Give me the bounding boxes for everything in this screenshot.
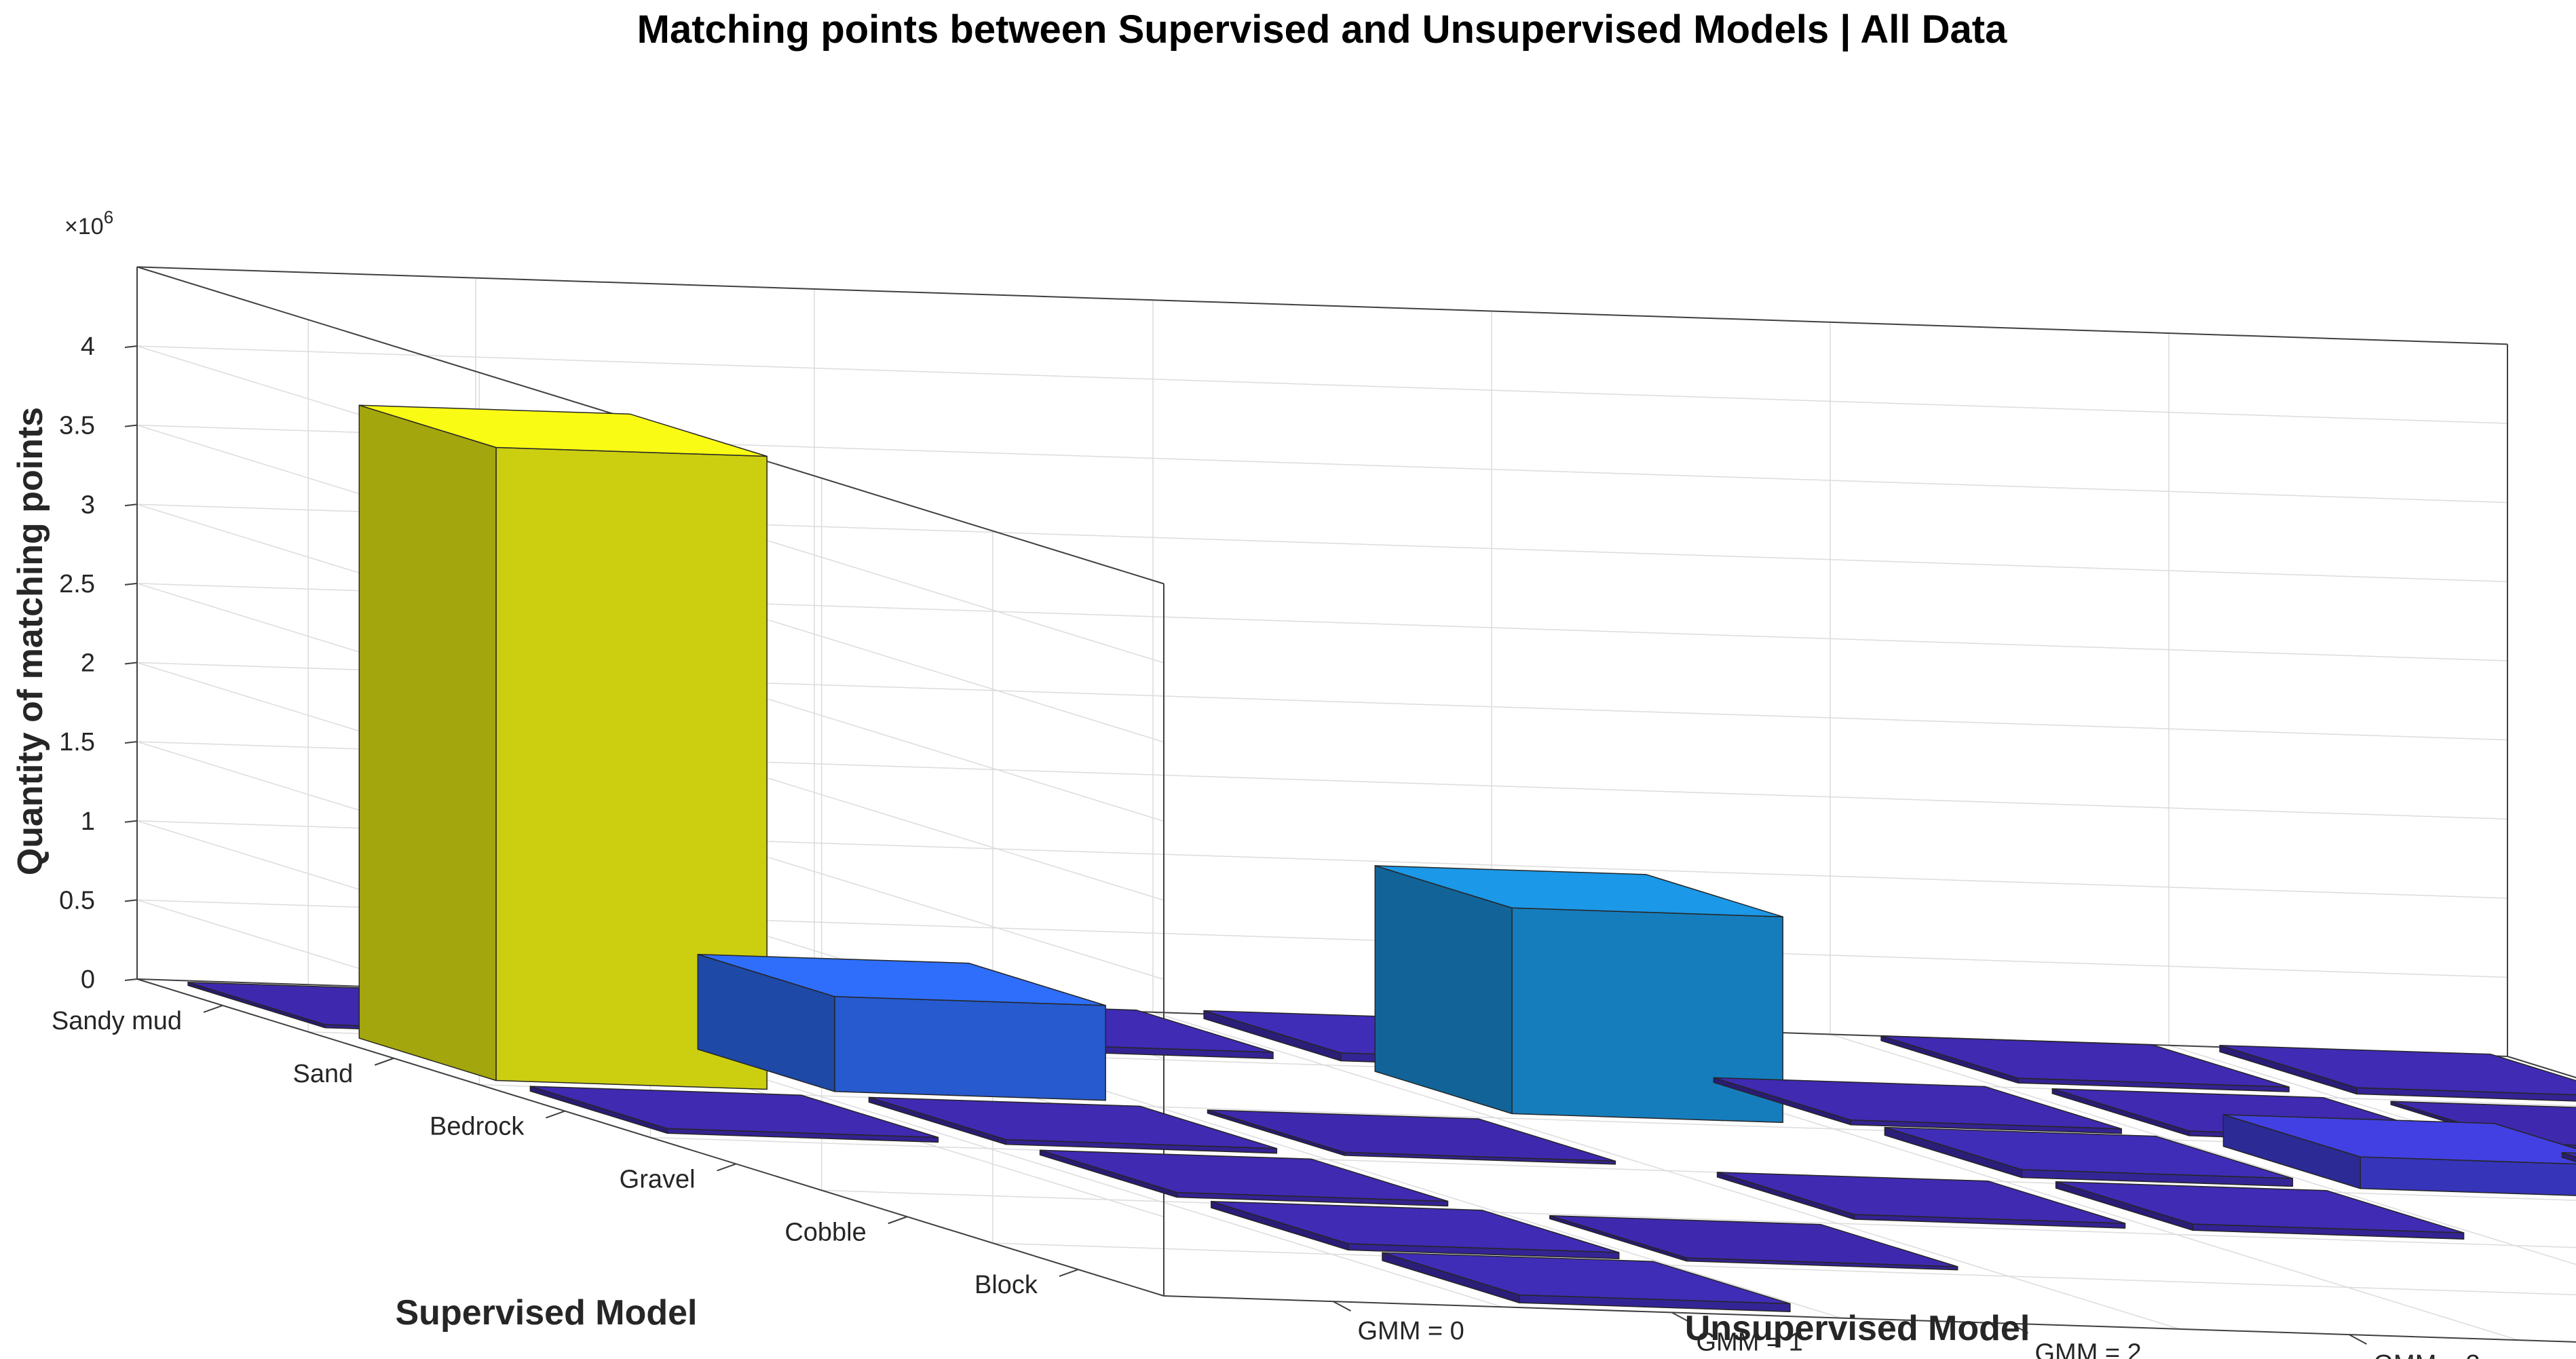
z-tick-mark [124,662,138,665]
axes-box-edge [2507,1056,2576,1079]
grid-line-floor [2507,1056,2576,1078]
z-tick-mark [124,582,138,586]
bar-face-top [2219,1045,2576,1096]
x-tick-label: GMM = 3 [2374,1350,2480,1359]
bar-face-top [1713,1077,2122,1130]
bar-face-top [697,953,1106,1006]
bar-face-top [2222,1114,2576,1165]
bar-block-gmm-1 [1382,1252,1791,1312]
bar-face-top [2561,1152,2576,1157]
bar-cobble-gmm-1 [1211,1200,1620,1260]
x-axis-title: Unsupervised Model [1685,1309,2030,1348]
z-tick-label: 3 [81,491,95,519]
bar-bedrock-gmm-5 [2222,1114,2576,1196]
y-tick-mark [546,1110,565,1119]
bar-face-top [1207,1109,1616,1162]
z-tick-label: 1 [81,807,95,836]
x-tick-mark [1333,1301,1351,1312]
bar-face-top [358,404,768,457]
y-tick-label: Gravel [620,1165,696,1193]
y-axis-title: Supervised Model [396,1293,698,1333]
y-tick-mark [374,1057,394,1066]
bar-face-front [834,996,1106,1101]
bar-face-left [2561,1152,2576,1162]
y-tick-label: Cobble [784,1218,866,1246]
z-exponent-base: ×10 [64,214,104,240]
bar-face-top [1382,1252,1791,1305]
z-tick-mark [124,345,138,348]
z-tick-mark [124,978,138,981]
z-tick-label: 4 [81,332,95,361]
bar-face-top [1549,1214,1958,1267]
bar-cobble-gmm-2 [1549,1214,1958,1271]
z-axis-title: Quantity of matching points [11,407,50,875]
y-tick-mark [888,1216,908,1225]
x-tick-label: GMM = 1 [1697,1328,1803,1356]
bar-sand-gmm-0 [358,404,768,1090]
bar-face-top [1880,1035,2290,1088]
axes-box-edge [136,266,2508,345]
x-tick-label: GMM = 0 [1358,1317,1464,1345]
z-exponent-label: ×106 [64,207,113,240]
z-tick-mark [124,424,138,427]
bar-gravel-gmm-3 [1716,1172,2126,1229]
bar-bedrock-gmm-1 [868,1096,1278,1154]
bar-sand-gmm-1 [697,953,1106,1101]
x-tick-mark [2010,1322,2028,1334]
bar-face-left [1374,865,1513,1115]
z-tick-label: 2 [81,649,95,678]
bar-face-left [358,404,497,1082]
bars-layer [187,404,2576,1312]
chart-title: Matching points between Supervised and U… [637,7,2007,52]
bar-gravel-gmm-4 [2055,1181,2465,1240]
z-tick-label: 0.5 [59,886,95,915]
bar-face-top [1039,1149,1449,1202]
bar-face-top [529,1086,939,1138]
bar-bedrock-gmm-0 [529,1086,939,1143]
y-tick-label: Sand [293,1060,354,1088]
bar-bedrock-gmm-4 [1884,1126,2294,1187]
z-exponent-power: 6 [104,207,113,227]
bar-face-top [1884,1126,2294,1179]
bar-face-top [1374,865,1783,917]
bar-gravel-gmm-1 [1039,1149,1449,1207]
x-tick-label: GMM = 2 [2035,1339,2142,1359]
z-tick-mark [124,741,138,744]
z-tick-label: 0 [81,965,95,994]
axes-box-edge [136,978,1164,1297]
z-tick-mark [124,820,138,823]
bar-sand-gmm-3 [1374,865,1783,1124]
bar-bedrock-gmm-6 [2561,1152,2576,1162]
y-tick-label: Bedrock [430,1113,525,1141]
bar-bedrock-gmm-2 [1207,1109,1616,1165]
z-tick-label: 2.5 [59,570,95,598]
y-tick-mark [203,1004,223,1013]
y-tick-mark [717,1163,736,1172]
bar-sandy-mud-gmm-5 [1880,1035,2290,1092]
z-tick-label: 1.5 [59,728,95,757]
bar-face-top [868,1096,1278,1149]
bar-face-top [1716,1172,2126,1224]
y-tick-label: Block [974,1271,1038,1299]
bar-face-top [1211,1200,1620,1253]
y-tick-label: Sandy mud [52,1007,182,1035]
z-tick-mark [124,899,138,902]
bar-face-top [2055,1181,2465,1233]
x-tick-mark [1671,1312,1690,1323]
bar-sandy-mud-gmm-6 [2219,1045,2576,1102]
ticks-layer: 0 0.5 1 1.5 2 2.5 3 3.5 4 Sandy mud Sand Bedrock Gra… [52,332,2480,1359]
z-tick-label: 3.5 [59,412,95,440]
x-tick-mark [2349,1334,2367,1345]
bar-sand-gmm-4 [1713,1077,2122,1134]
y-tick-mark [1059,1269,1079,1278]
z-tick-mark [124,503,138,507]
